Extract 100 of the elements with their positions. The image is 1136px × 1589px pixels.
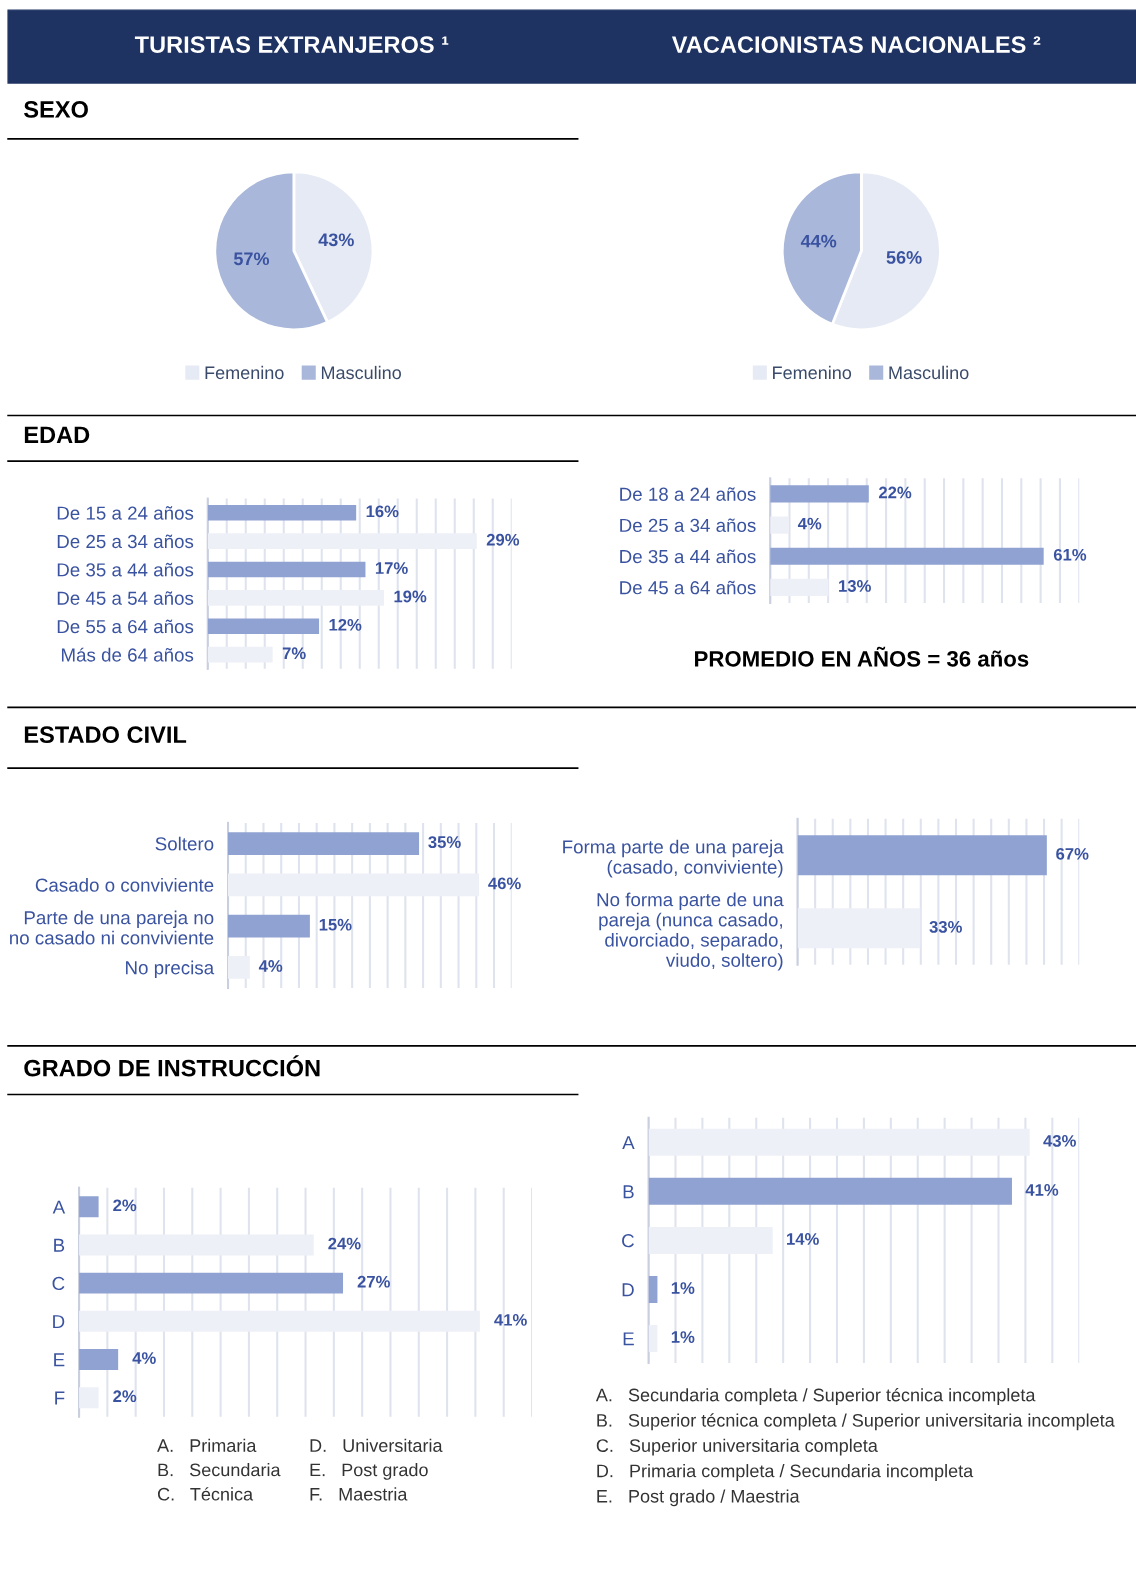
y-tick-label: De 25 a 34 años [620, 518, 756, 533]
bar [207, 533, 477, 549]
data-label: 35% [428, 836, 461, 849]
text: A. Primaria [157, 1438, 257, 1452]
bar [228, 956, 250, 979]
y-tick-label: D [53, 1315, 65, 1329]
bar [228, 873, 480, 897]
data-label: 56% [886, 251, 922, 264]
chart-title: EDAD [24, 426, 90, 443]
y-tick-label: De 55 a 64 años [57, 619, 194, 634]
y-tick-label: Forma parte de una pareja (casado, conviviente) [563, 839, 784, 878]
data-label: 27% [357, 1275, 390, 1288]
bar [648, 1177, 1012, 1205]
y-tick-label: No precisa [126, 960, 215, 979]
text: D. Primaria completa / Secundaria incompleta [597, 1464, 974, 1481]
y-tick-label: De 35 a 44 años [620, 549, 756, 564]
legend-label: Masculino [889, 365, 969, 380]
data-label: 15% [319, 918, 352, 931]
y-tick-label: De 45 a 64 años [620, 580, 756, 595]
data-label: 4% [797, 517, 822, 530]
data-label: 4% [258, 960, 283, 972]
y-tick-label: A [52, 1200, 66, 1214]
data-label: 17% [375, 562, 408, 574]
data-label: 44% [800, 234, 837, 248]
bar [79, 1310, 480, 1332]
data-label: 61% [1053, 548, 1087, 561]
y-tick-label: C [52, 1276, 65, 1291]
bar [648, 1226, 773, 1254]
text: E. Post grado / Maestria [597, 1489, 800, 1507]
data-label: 22% [878, 486, 912, 499]
data-label: 33% [929, 920, 962, 933]
bar [770, 485, 869, 503]
data-label: 57% [233, 252, 270, 266]
legend-label: Masculino [321, 365, 401, 380]
bar [770, 547, 1044, 565]
y-tick-label: F [55, 1391, 65, 1405]
text: PROMEDIO EN AÑOS = 36 años [695, 646, 1029, 667]
y-tick-label: Más de 64 años [61, 647, 194, 662]
y-tick-label: Parte de una pareja no no casado ni conviviente [10, 910, 214, 945]
data-label: 7% [282, 647, 306, 660]
y-tick-label: D [622, 1283, 634, 1297]
legend-label: Femenino [205, 365, 284, 380]
y-tick-label: E [54, 1353, 65, 1367]
data-label: 46% [488, 877, 521, 890]
data-label: 43% [318, 233, 354, 247]
text: D. Universitaria [310, 1438, 443, 1452]
data-label: 41% [494, 1314, 527, 1326]
data-label: 13% [839, 580, 871, 592]
bar [648, 1128, 1030, 1156]
data-label: 1% [671, 1331, 695, 1343]
legend-label: Femenino [773, 365, 852, 380]
data-label: 24% [328, 1237, 361, 1250]
data-label: 2% [113, 1390, 137, 1403]
bar [228, 832, 420, 855]
text: C. Técnica [157, 1487, 254, 1501]
y-tick-label: No forma parte de una pareja (nunca casado, divorciado, separado, viudo, soltero) [597, 892, 784, 971]
y-tick-label: De 45 a 54 años [57, 591, 194, 605]
data-label: 41% [1025, 1184, 1059, 1196]
bar [648, 1325, 658, 1352]
chart-title: ESTADO CIVIL [24, 726, 187, 744]
y-tick-label: Casado o conviviente [35, 878, 214, 892]
data-label: 29% [486, 533, 520, 546]
bar [207, 618, 320, 635]
data-label: 1% [671, 1282, 695, 1294]
text: E. Post grado [310, 1463, 428, 1480]
bar [207, 504, 357, 521]
data-label: 14% [787, 1233, 819, 1245]
y-tick-label: B [623, 1185, 634, 1199]
text: A. Secundaria completa / Superior técnica incompleta [595, 1387, 1036, 1405]
text: C. Superior universitaria completa [596, 1438, 878, 1456]
data-label: 19% [394, 590, 427, 603]
y-tick-label: E [623, 1332, 634, 1346]
bar [770, 516, 789, 534]
y-tick-label: A [622, 1136, 635, 1150]
bar [207, 590, 385, 606]
text: F. Maestria [310, 1487, 408, 1501]
bar [207, 646, 273, 663]
y-tick-label: B [54, 1238, 65, 1252]
y-tick-label: De 18 a 24 años [620, 487, 756, 501]
bar [228, 914, 310, 938]
data-label: 4% [132, 1352, 156, 1364]
y-tick-label: De 15 a 24 años [57, 506, 194, 520]
bar [79, 1234, 314, 1256]
y-tick-label: C [622, 1234, 634, 1248]
y-tick-label: Soltero [155, 836, 214, 851]
data-label: 67% [1056, 847, 1089, 860]
data-label: 2% [113, 1199, 137, 1212]
data-label: 12% [329, 618, 362, 631]
bar [79, 1272, 344, 1294]
bar [79, 1196, 99, 1218]
bar [79, 1387, 99, 1409]
bar [79, 1348, 119, 1370]
chart-title: SEXO [23, 101, 88, 118]
y-tick-label: De 25 a 34 años [57, 534, 194, 549]
chart-subtitle: TURISTAS EXTRANJEROS ¹ [134, 36, 449, 53]
chart-subtitle: VACACIONISTAS NACIONALES ² [671, 36, 1041, 53]
text: B. Superior técnica completa / Superior universitaria incompleta [597, 1413, 1115, 1431]
bar [770, 578, 829, 596]
chart-title: GRADO DE INSTRUCCIÓN [24, 1055, 320, 1077]
data-label: 43% [1043, 1134, 1076, 1147]
